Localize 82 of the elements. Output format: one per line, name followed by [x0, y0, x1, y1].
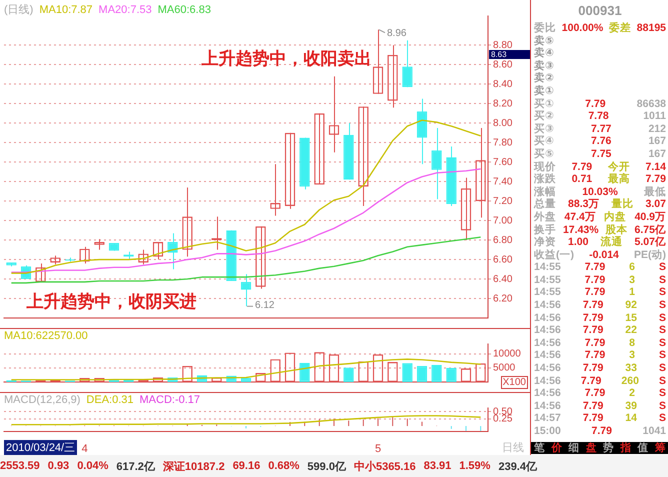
y-tick-label: 8.00 [493, 118, 513, 129]
text: 外盘 47.4万 内盘 40.9万 [534, 210, 666, 224]
text: 深证10187.2 [162, 460, 225, 474]
text: 14:56 7.79 22 S [534, 324, 666, 336]
text: 14:55 7.79 6 S [534, 261, 666, 274]
text: MA60:6.83 [158, 4, 211, 16]
y-tick-label: 6.80 [493, 234, 513, 246]
y-tick-label: 0.25 [493, 414, 513, 425]
text: MA10:7.87 [39, 4, 93, 16]
text: 599.0亿 [307, 460, 346, 474]
y-tick-label: 5000 [493, 362, 516, 374]
text: 买④ 7.76 167 [534, 135, 666, 148]
text: MA20:7.53 [98, 4, 152, 16]
text: 617.2亿 [116, 460, 155, 474]
text: 0.93 [48, 460, 70, 472]
y-tick-label: 7.20 [493, 196, 513, 207]
text: 2553.59 [0, 460, 40, 472]
text: 14:56 7.79 3 S [534, 349, 666, 362]
text: 8.63 [489, 50, 530, 60]
text: 15:00 7.79 1041 [534, 425, 666, 437]
annotation: 6.12 [255, 300, 274, 312]
y-tick-label: 6.60 [493, 254, 513, 266]
text: 卖④ [534, 47, 554, 60]
text: 总量 88.3万 量比 3.07 [534, 198, 666, 211]
text: MA10:622570.00 [4, 330, 88, 342]
text: 239.4亿 [498, 460, 537, 474]
text: 2010/03/24/三 [4, 440, 78, 455]
text: 卖③ [534, 60, 554, 72]
text: 涨跌 0.71 最高 7.79 [534, 173, 666, 186]
y-tick-label: 7.40 [493, 176, 513, 188]
x-tick-label: 4 [82, 443, 88, 456]
y-tick-label: 8.40 [493, 78, 513, 90]
text: 卖① [534, 84, 554, 98]
text: 0.04% [77, 460, 108, 472]
series-label: MACD:-0.17 [140, 394, 200, 406]
text: 笔 价 细 盘 势 指 值 筹 [534, 442, 666, 454]
text: 收益(一) -0.014 PE(动) [534, 248, 666, 261]
text: 1.59% [459, 460, 490, 472]
text: 83.91 [424, 460, 452, 472]
text: 净资 1.00 流通 5.07亿 [534, 236, 666, 249]
chart-title: MACD(12,26,9) [4, 394, 80, 406]
text: 买⑤ 7.75 167 [534, 148, 666, 160]
series-label: DEA:0.31 [86, 394, 134, 406]
text: 卖② [534, 72, 554, 85]
y-tick-label: 8.20 [493, 98, 513, 110]
text: 卖⑤ [534, 34, 554, 47]
chart-title: (日线) [4, 4, 34, 16]
text: 换手 17.43% 股本 6.75亿 [534, 224, 666, 236]
y-tick-label: 8.80 [493, 40, 513, 51]
text: 买① 7.79 86638 [534, 98, 666, 110]
text: 000931 [578, 2, 622, 20]
text: 中小5365.16 [354, 460, 416, 474]
y-tick-label: 8.60 [493, 59, 513, 70]
text: 14:56 7.79 92 S [534, 299, 666, 312]
text: 14:56 7.79 39 S [534, 400, 666, 412]
annotation: 上升趋势中，收阴买进 [26, 290, 196, 313]
annotation: 8.96 [387, 28, 406, 39]
text: 买③ 7.77 212 [534, 122, 666, 135]
text: X100 [500, 376, 528, 389]
y-tick-label: 7.80 [493, 137, 513, 148]
y-tick-label: 10000 [493, 348, 522, 360]
text: 委比 100.00% 委差 88195 [534, 22, 666, 35]
x-tick-label: 5 [374, 443, 382, 456]
y-tick-label: 7.60 [493, 156, 513, 168]
text: 现价 7.79 今开 7.14 [534, 160, 666, 173]
y-tick-label: 6.20 [493, 293, 513, 304]
text: 14:55 7.79 3 S [534, 274, 666, 286]
y-tick-label: 6.40 [493, 274, 513, 285]
text: 0.68% [268, 460, 300, 472]
text: 买② 7.78 1011 [534, 110, 666, 122]
text: 14:56 7.79 15 S [534, 312, 666, 324]
text: 14:57 7.79 14 S [534, 412, 666, 424]
text: 涨幅 10.03% 最低 [534, 186, 666, 198]
y-tick-label: 7.00 [493, 215, 513, 226]
text: 14:55 7.79 1 S [534, 286, 666, 298]
annotation: 上升趋势中，收阳卖出 [201, 48, 372, 70]
text: 14:56 7.79 33 S [534, 362, 666, 374]
text: 14:56 7.79 8 S [534, 336, 666, 349]
text: 14:56 7.79 260 S [534, 374, 666, 387]
text: 69.16 [232, 460, 260, 472]
text: 日线 [502, 441, 524, 455]
text: 14:56 7.79 2 S [534, 387, 666, 400]
